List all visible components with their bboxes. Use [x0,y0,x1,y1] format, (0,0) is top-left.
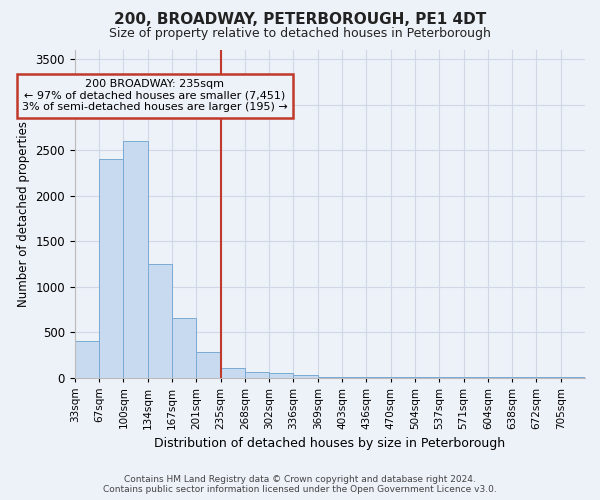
Text: Size of property relative to detached houses in Peterborough: Size of property relative to detached ho… [109,28,491,40]
Bar [99,159,124,378]
Bar [148,264,172,378]
Text: 200, BROADWAY, PETERBOROUGH, PE1 4DT: 200, BROADWAY, PETERBOROUGH, PE1 4DT [114,12,486,28]
Y-axis label: Number of detached properties: Number of detached properties [17,121,30,307]
Bar [196,352,221,378]
Bar [293,375,318,378]
Bar [124,141,148,378]
Text: Contains HM Land Registry data © Crown copyright and database right 2024.
Contai: Contains HM Land Registry data © Crown c… [103,474,497,494]
X-axis label: Distribution of detached houses by size in Peterborough: Distribution of detached houses by size … [154,437,505,450]
Text: 200 BROADWAY: 235sqm
← 97% of detached houses are smaller (7,451)
3% of semi-det: 200 BROADWAY: 235sqm ← 97% of detached h… [22,79,288,112]
Bar [221,368,245,378]
Bar [75,341,99,378]
Bar [245,372,269,378]
Bar [172,318,196,378]
Bar [269,373,293,378]
